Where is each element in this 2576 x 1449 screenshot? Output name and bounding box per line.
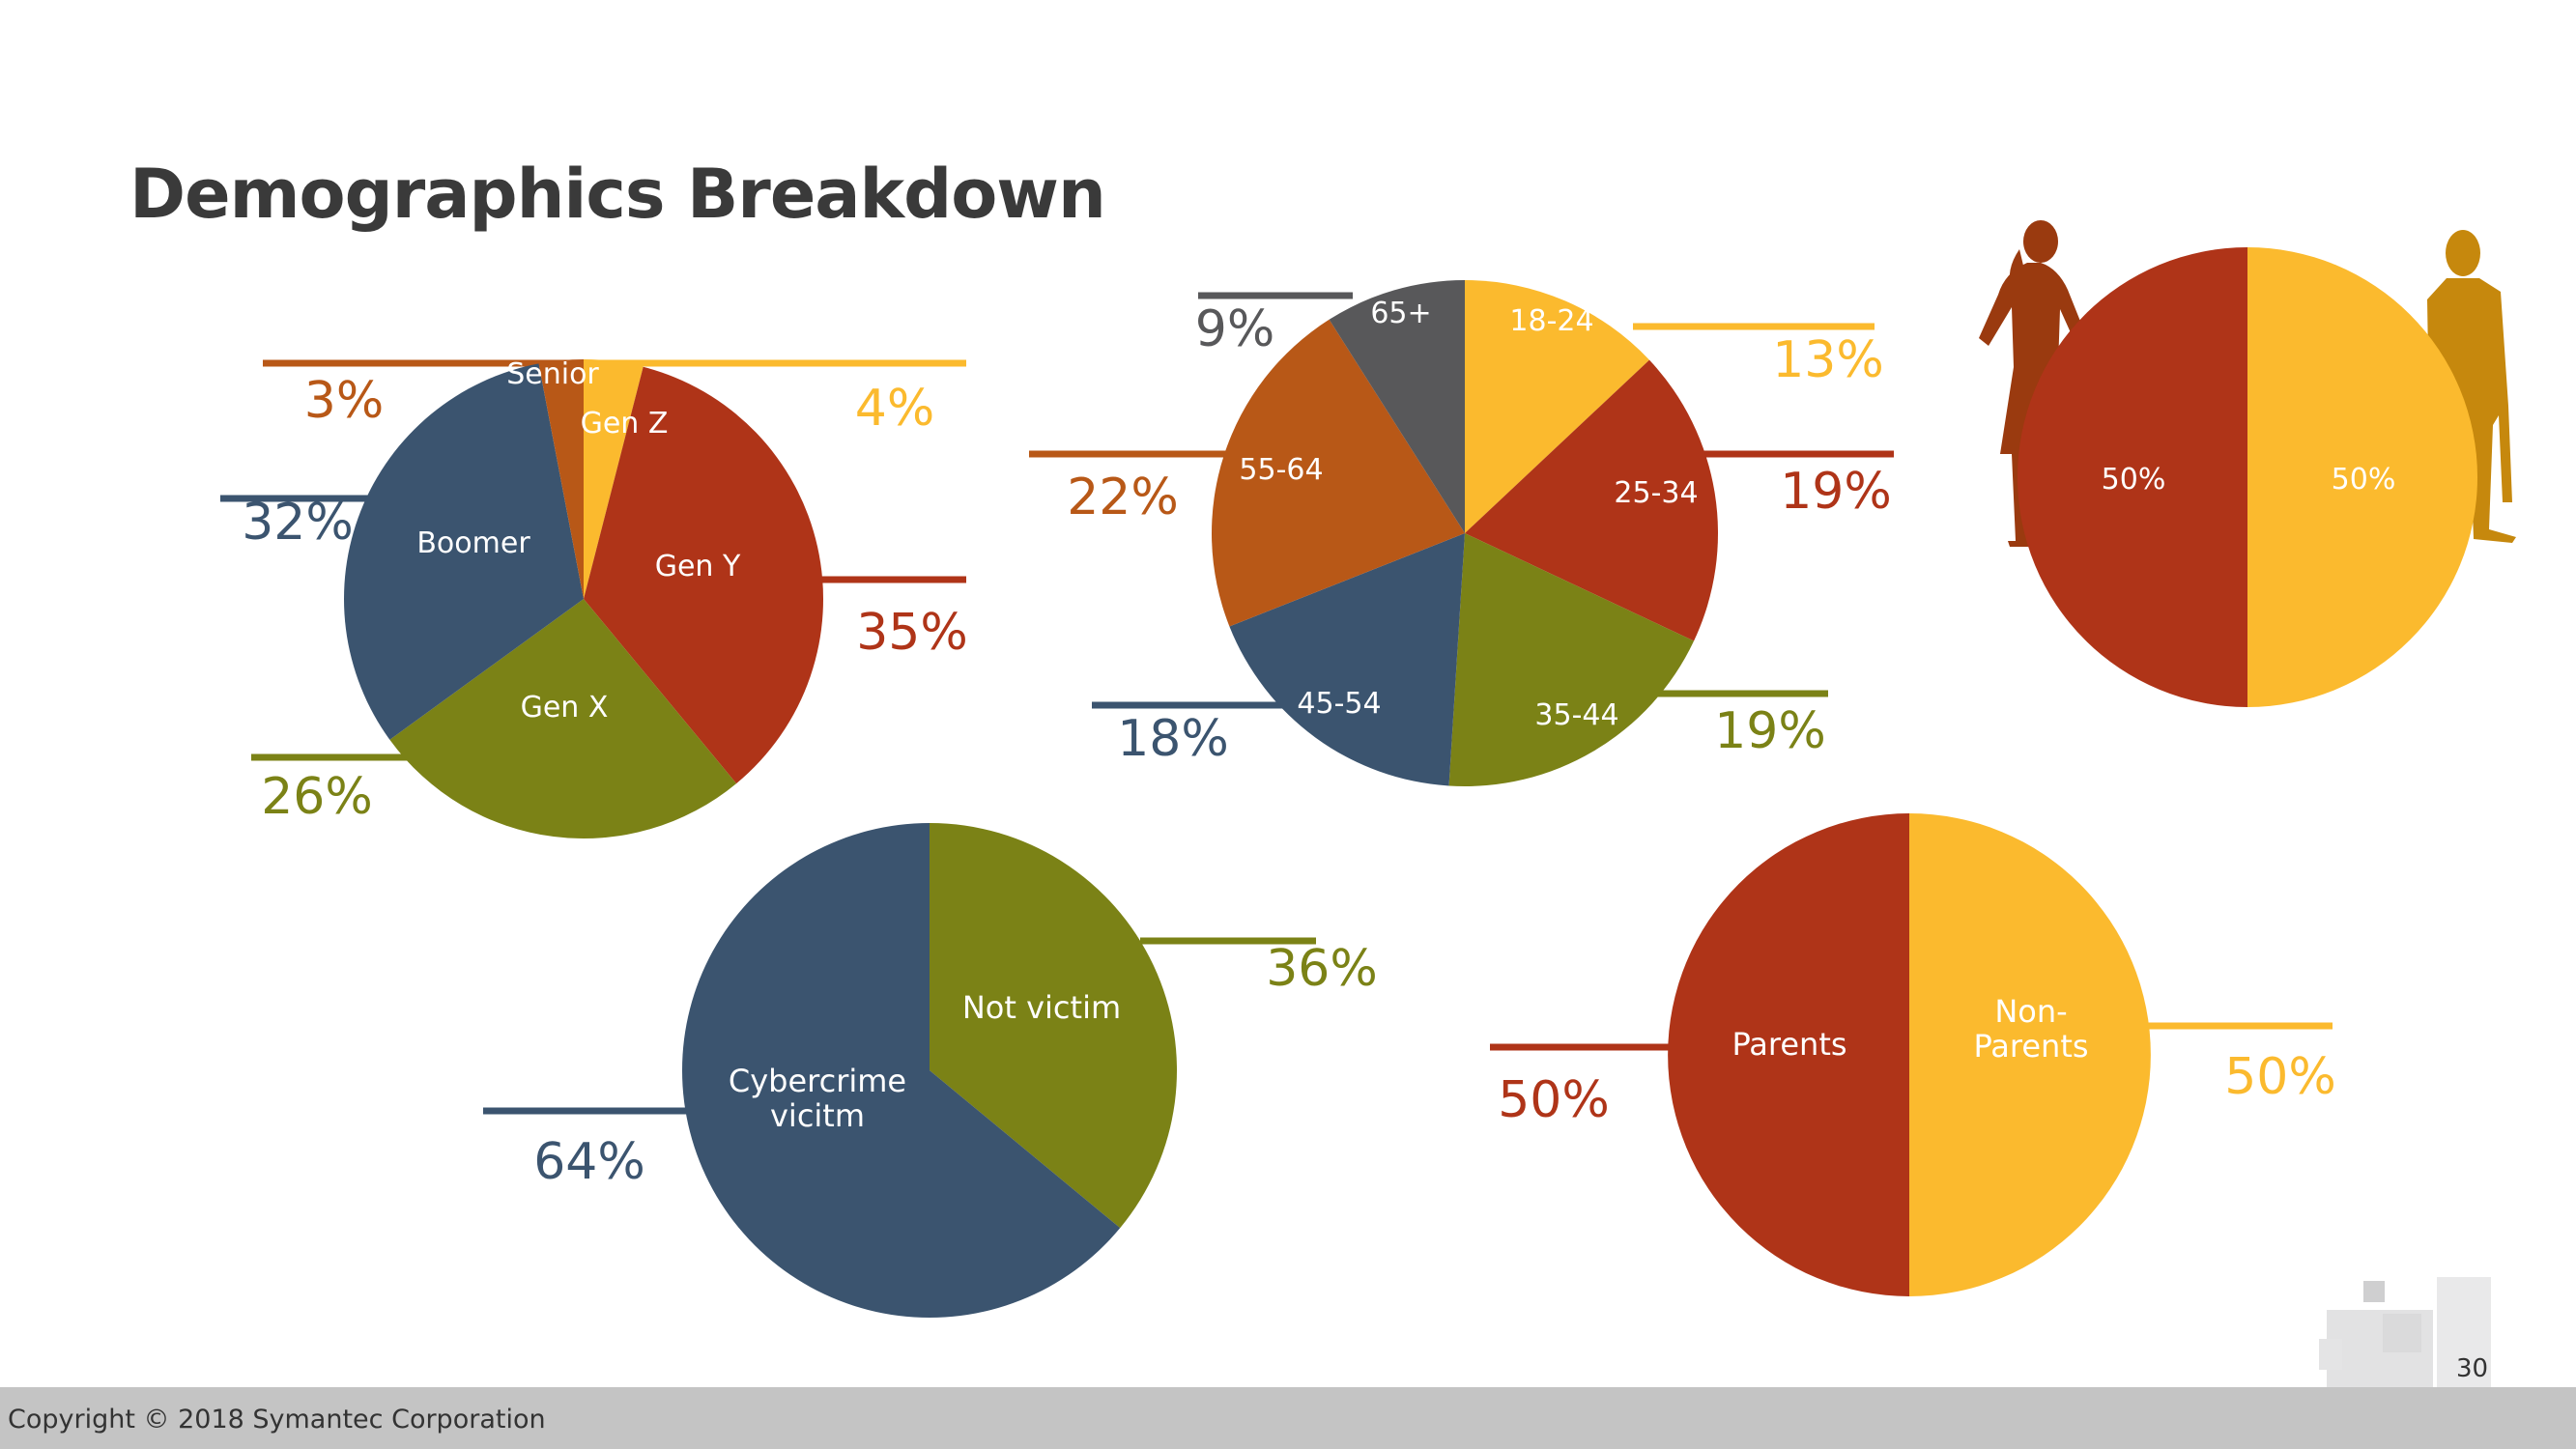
- pie-chart-3: 50% 50%: [2018, 247, 2477, 707]
- pie-slice: [1465, 359, 1718, 641]
- slide-title: Demographics Breakdown: [129, 155, 1106, 234]
- value-label: 50%: [2224, 1048, 2336, 1106]
- pie-slice: [1668, 813, 1909, 1296]
- pie-slice: [584, 359, 644, 599]
- pie-slice: [1212, 319, 1465, 627]
- pie-slice: [2247, 247, 2477, 707]
- pie-slice: [1465, 280, 1649, 533]
- category-label: Parents: [1973, 1028, 2088, 1065]
- category-label: 25-34: [1614, 476, 1698, 510]
- category-label: 35-44: [1534, 698, 1618, 732]
- pie-slice: [1229, 533, 1465, 786]
- value-label: 22%: [1067, 469, 1179, 526]
- value-label: 4%: [855, 380, 935, 438]
- category-label: 18-24: [1509, 304, 1593, 338]
- page-number: 30: [2456, 1354, 2489, 1383]
- pie-slice: [682, 823, 1121, 1318]
- category-label: Cybercrime: [729, 1063, 906, 1099]
- value-label: 50%: [2332, 463, 2396, 497]
- value-label: 50%: [2102, 463, 2166, 497]
- value-label: 50%: [1498, 1071, 1610, 1129]
- value-label: 13%: [1772, 331, 1884, 389]
- category-label: Gen Z: [581, 407, 669, 440]
- category-label: 55-64: [1239, 453, 1323, 487]
- pie-slice: [1448, 533, 1695, 786]
- pie-slice: [1909, 813, 2151, 1296]
- category-label: 45-54: [1297, 687, 1381, 721]
- value-label: 19%: [1780, 463, 1892, 521]
- value-label: 9%: [1195, 300, 1275, 358]
- category-label: Non-: [1994, 993, 2067, 1030]
- category-label: 65+: [1370, 297, 1431, 330]
- pie-slice: [930, 823, 1177, 1229]
- value-label: 26%: [261, 768, 373, 826]
- copyright-text: Copyright © 2018 Symantec Corporation: [8, 1405, 546, 1435]
- pie-chart-2: 18-24 25-34 35-44 45-54 55-64 65+ 13% 19% 19% 18%…: [1029, 280, 1894, 786]
- value-label: 18%: [1117, 710, 1229, 768]
- pie-slice: [584, 366, 824, 784]
- pie-slice: [538, 359, 584, 599]
- category-label: Gen Y: [655, 550, 741, 583]
- pies: Gen Z Gen Y Gen X Boomer Senior 4% 35% 26% 32% 3%…: [220, 247, 2477, 1318]
- pie-slice: [344, 363, 584, 740]
- category-label: Not victim: [962, 989, 1121, 1026]
- category-label: Senior: [506, 357, 599, 391]
- footer-bar: [0, 1387, 2576, 1449]
- pie-chart-1: Gen Z Gen Y Gen X Boomer Senior 4% 35% 26% 32% 3%: [220, 357, 968, 838]
- value-label: 32%: [242, 494, 354, 552]
- value-label: 35%: [856, 604, 968, 662]
- decorative-squares: [2319, 1277, 2491, 1387]
- pie-slice: [389, 599, 737, 838]
- category-label: vicitm: [770, 1097, 865, 1134]
- pie-slice: [2018, 247, 2247, 707]
- value-label: 64%: [533, 1133, 645, 1191]
- value-label: 19%: [1714, 702, 1826, 760]
- category-label: Boomer: [416, 526, 530, 560]
- value-label: 36%: [1266, 940, 1378, 998]
- value-label: 3%: [304, 372, 385, 430]
- category-label: Gen X: [521, 691, 609, 724]
- category-label: Parents: [1732, 1026, 1846, 1063]
- pie-slice: [1329, 280, 1465, 533]
